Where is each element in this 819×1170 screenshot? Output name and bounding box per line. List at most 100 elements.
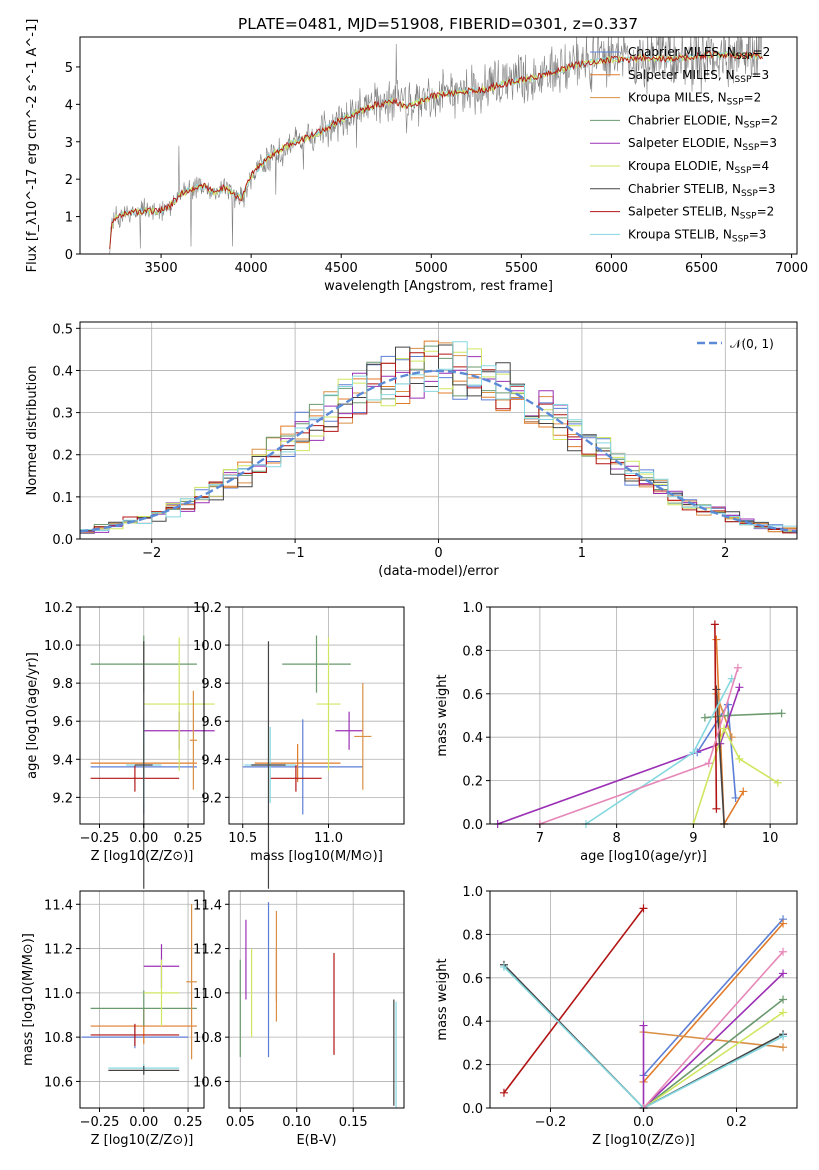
weight-line	[715, 689, 725, 825]
y-tick-label: 0.4	[462, 731, 483, 746]
legend-entry: Chabrier ELODIE, NSSP=2	[628, 113, 778, 130]
axes-frame	[228, 890, 405, 1109]
x-tick-label: 5500	[505, 261, 538, 276]
y-tick-label: 0.1	[52, 491, 73, 506]
x-tick-label: 0.15	[339, 1115, 368, 1130]
x-axis-label: wavelength [Angstrom, rest frame]	[324, 279, 553, 294]
y-tick-label: 11.0	[193, 987, 222, 1002]
weight-line	[642, 972, 784, 1110]
x-tick-label: 0	[434, 546, 442, 561]
x-tick-label: 0.00	[129, 831, 158, 846]
y-tick-label: 11.0	[44, 987, 73, 1002]
y-tick-label: 4	[65, 98, 73, 113]
mass-age-panel: 10.5 11.0 9.2 9.4 9.6 9.8 10.0 10.2 mass [log10(…	[193, 601, 405, 889]
weight-point	[733, 663, 742, 672]
weight-point	[639, 1021, 648, 1030]
model-spectrum-line	[109, 50, 763, 249]
weight-point	[773, 778, 782, 787]
y-tick-label: 10.6	[193, 1075, 222, 1090]
y-tick-label: 0.0	[462, 818, 483, 833]
x-axis-label: Z [log10(Z/Z⊙)]	[91, 849, 194, 864]
weight-point	[731, 793, 740, 802]
x-tick-label: 3500	[145, 261, 178, 276]
weight-point	[499, 962, 508, 971]
x-tick-label: 4000	[235, 261, 268, 276]
legend-entry: Chabrier STELIB, NSSP=3	[628, 182, 776, 199]
y-tick-label: 0.2	[462, 775, 483, 790]
legend-entry: Chabrier MILES, NSSP=2	[628, 45, 770, 62]
legend-entry: 𝒩(0, 1)	[730, 337, 774, 351]
x-tick-label: 0.0	[633, 1115, 654, 1130]
x-tick-label: 2	[721, 546, 729, 561]
x-tick-label: 0.05	[226, 1115, 255, 1130]
x-tick-label: −0.2	[535, 1115, 567, 1130]
weight-point	[704, 759, 713, 768]
weight-point	[739, 787, 748, 796]
legend-entry: Salpeter ELODIE, NSSP=3	[628, 136, 777, 153]
x-tick-label: −0.25	[80, 831, 120, 846]
y-tick-label: 11.4	[44, 898, 73, 913]
y-tick-label: 10.0	[44, 639, 73, 654]
y-axis-label: age [log10(age/yr)]	[25, 652, 40, 779]
weight-line	[692, 726, 779, 825]
x-tick-label: −2	[142, 546, 161, 561]
legend-entry: Kroupa STELIB, NSSP=3	[628, 227, 766, 244]
y-tick-label: 10.0	[193, 639, 222, 654]
weight-point	[710, 620, 719, 629]
x-axis-label: E(B-V)	[296, 1133, 336, 1148]
figure-title: PLATE=0481, MJD=51908, FIBERID=0301, z=0…	[238, 15, 638, 33]
x-tick-label: 1	[578, 546, 586, 561]
y-axis-label: Flux [f_λ10^-17 erg cm^-2 s^-1 A^-1]	[25, 19, 40, 273]
z-massweight-panel: −0.2 0.0 0.2 0.0 0.2 0.4 0.6 0.8 1.0 Z [log10(Z/Z…	[435, 885, 798, 1148]
axes-frame	[228, 606, 405, 825]
y-tick-label: 9.4	[52, 753, 73, 768]
weight-line	[539, 667, 739, 825]
x-tick-label: 7	[536, 831, 544, 846]
y-tick-label: 1	[65, 211, 73, 226]
x-tick-label: 11.0	[314, 831, 343, 846]
weight-point	[779, 1008, 788, 1017]
x-tick-label: 0.25	[174, 831, 203, 846]
x-tick-label: 0.00	[129, 1115, 158, 1130]
x-tick-label: −1	[286, 546, 305, 561]
y-tick-label: 3	[65, 136, 73, 151]
y-tick-label: 11.2	[193, 943, 222, 958]
y-tick-label: 10.8	[44, 1031, 73, 1046]
y-tick-label: 2	[65, 173, 73, 188]
weight-point	[779, 1032, 788, 1041]
x-tick-label: 6000	[595, 261, 628, 276]
weight-point	[720, 724, 729, 733]
weight-line	[643, 1031, 784, 1048]
weight-point	[777, 709, 786, 718]
weight-point	[700, 713, 709, 722]
weight-point	[779, 1043, 788, 1052]
y-tick-label: 11.4	[193, 898, 222, 913]
y-tick-label: 9.8	[52, 677, 73, 692]
spectrum-panel: 3500 4000 4500 5000 5500 6000 6500 7000 0 1 2 3 4 5 wa…	[25, 19, 808, 294]
weight-point	[779, 919, 788, 928]
y-tick-label: 0.6	[462, 688, 483, 703]
x-tick-label: 6500	[685, 261, 718, 276]
y-tick-label: 5	[65, 61, 73, 76]
z-mass-panel: −0.25 0.00 0.25 10.6 10.8 11.0 11.2 11.4 Z [log1…	[21, 890, 205, 1148]
legend-entry: Salpeter STELIB, NSSP=2	[628, 205, 774, 222]
y-tick-label: 9.2	[201, 791, 222, 806]
x-axis-label: Z [log10(Z/Z⊙)]	[592, 1133, 695, 1148]
x-axis-label: age [log10(age/yr)]	[580, 849, 707, 864]
weight-line	[643, 998, 784, 1109]
weight-point	[712, 804, 721, 813]
y-tick-label: 1.0	[462, 885, 483, 900]
x-tick-label: 9	[689, 831, 697, 846]
z-age-panel: −0.25 0.00 0.25 9.2 9.4 9.6 9.8 10.0 10.2 Z [log1…	[25, 601, 215, 889]
x-tick-label: −0.25	[80, 1115, 120, 1130]
weight-line	[585, 678, 733, 825]
y-tick-label: 1.0	[462, 601, 483, 616]
weight-line	[642, 922, 784, 1083]
y-tick-label: 0.0	[52, 533, 73, 548]
y-tick-label: 0.6	[462, 972, 483, 987]
weight-line	[497, 687, 741, 825]
x-tick-label: 10	[762, 831, 779, 846]
y-tick-label: 0.5	[52, 322, 73, 337]
y-tick-label: 0.8	[462, 928, 483, 943]
